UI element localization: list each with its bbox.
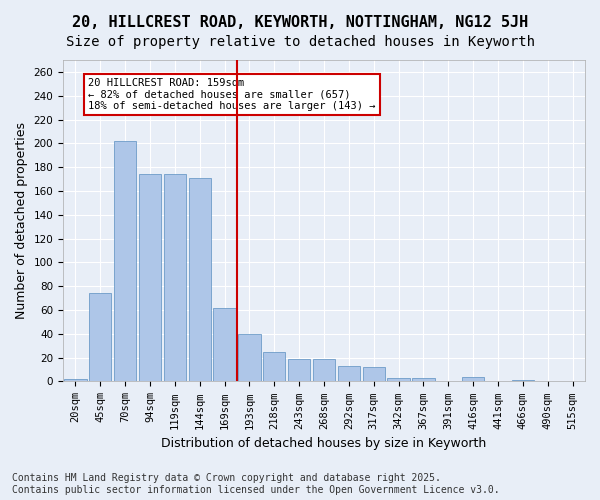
Y-axis label: Number of detached properties: Number of detached properties [15, 122, 28, 319]
Bar [263, 352, 286, 382]
Bar [114, 141, 136, 382]
Bar [139, 174, 161, 382]
Bar [512, 380, 534, 382]
Text: Size of property relative to detached houses in Keyworth: Size of property relative to detached ho… [65, 35, 535, 49]
Bar [288, 359, 310, 382]
Text: Contains HM Land Registry data © Crown copyright and database right 2025.
Contai: Contains HM Land Registry data © Crown c… [12, 474, 500, 495]
Bar [64, 379, 86, 382]
Bar [89, 294, 112, 382]
Bar [164, 174, 186, 382]
Bar [388, 378, 410, 382]
Text: 20 HILLCREST ROAD: 159sqm
← 82% of detached houses are smaller (657)
18% of semi: 20 HILLCREST ROAD: 159sqm ← 82% of detac… [88, 78, 376, 111]
Bar [412, 378, 434, 382]
Bar [362, 367, 385, 382]
Text: 20, HILLCREST ROAD, KEYWORTH, NOTTINGHAM, NG12 5JH: 20, HILLCREST ROAD, KEYWORTH, NOTTINGHAM… [72, 15, 528, 30]
Bar [214, 308, 236, 382]
Bar [462, 376, 484, 382]
Bar [338, 366, 360, 382]
Bar [238, 334, 260, 382]
Bar [313, 359, 335, 382]
X-axis label: Distribution of detached houses by size in Keyworth: Distribution of detached houses by size … [161, 437, 487, 450]
Bar [188, 178, 211, 382]
